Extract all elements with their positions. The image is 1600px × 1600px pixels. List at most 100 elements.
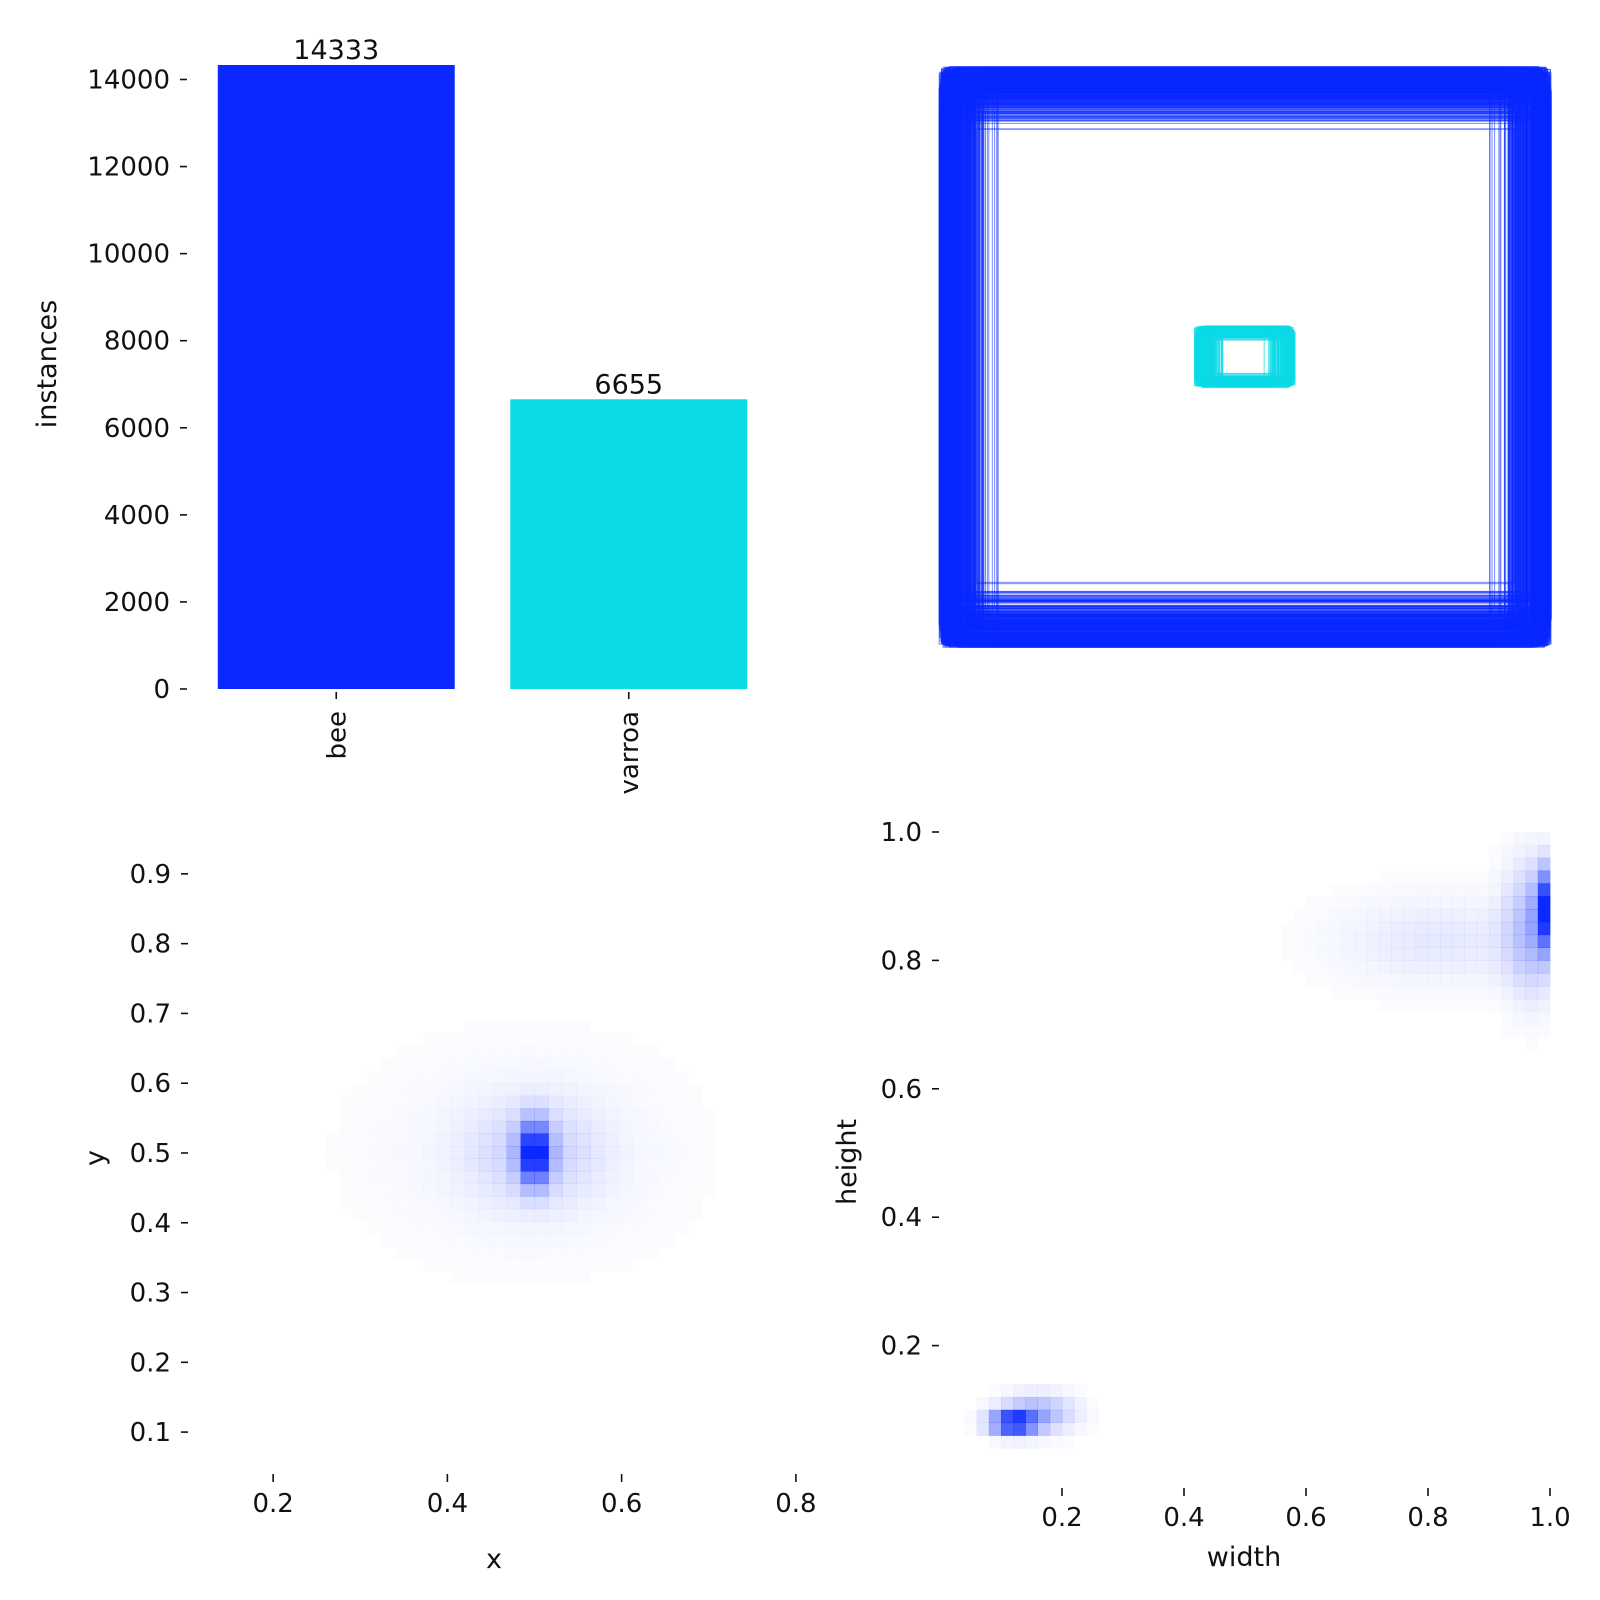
bar-y-ticks: 0 2000 4000 6000 8000 10000 12000 14000 xyxy=(87,65,187,705)
heatmap-cell xyxy=(506,1183,521,1197)
heatmap-cell xyxy=(423,1083,437,1096)
heatmap-cell xyxy=(618,1083,632,1096)
heatmap-cell xyxy=(1537,921,1551,936)
bee-box xyxy=(973,76,1516,637)
varroa-boxes xyxy=(1193,325,1296,389)
heatmap-cell xyxy=(674,1171,688,1184)
bee-box xyxy=(957,90,1529,622)
bee-box xyxy=(979,92,1509,617)
heatmap-cell xyxy=(1440,999,1453,1012)
bee-box xyxy=(947,90,1544,622)
bee-box xyxy=(942,102,1548,614)
heatmap-cell xyxy=(1294,935,1307,948)
heatmap-cell xyxy=(521,1046,535,1059)
bee-box xyxy=(945,93,1544,623)
heatmap-cell xyxy=(451,1083,465,1096)
heatmap-cell xyxy=(1452,947,1465,961)
bee-box xyxy=(996,80,1491,633)
bee-box xyxy=(970,96,1518,619)
heatmap-cell xyxy=(702,1171,716,1184)
bee-box xyxy=(956,69,1536,648)
bee-box xyxy=(955,72,1537,639)
heatmap-cell xyxy=(493,1046,507,1059)
heatmap-cell xyxy=(535,1234,549,1247)
bee-box xyxy=(961,73,1529,636)
varroa-box xyxy=(1196,328,1294,386)
heatmap-cell xyxy=(1415,934,1429,948)
bee-box xyxy=(946,77,1542,636)
heatmap-cell xyxy=(1513,986,1526,1000)
bee-box xyxy=(945,69,1549,646)
bee-box xyxy=(947,88,1544,629)
heatmap-cell xyxy=(464,1158,480,1172)
bee-box xyxy=(941,96,1548,621)
varroa-box xyxy=(1198,330,1290,386)
heatmap-cell xyxy=(548,1196,563,1210)
bee-box xyxy=(957,109,1532,608)
heatmap-cell xyxy=(1501,909,1514,923)
bee-box xyxy=(951,101,1536,609)
heatmap-cell xyxy=(465,1071,479,1084)
heatmap-cell xyxy=(1367,960,1380,974)
x-tick-label: 0.8 xyxy=(1407,1503,1448,1533)
heatmap-cell xyxy=(1452,896,1465,910)
heatmap-cell xyxy=(520,1183,535,1197)
bee-box xyxy=(966,69,1527,648)
bee-box xyxy=(945,71,1543,640)
bee-box xyxy=(941,80,1547,634)
y-tick-label: 1.0 xyxy=(881,818,922,848)
heatmap-cell xyxy=(1038,1435,1051,1448)
heatmap-cell xyxy=(964,1423,977,1436)
heatmap-cell xyxy=(576,1183,591,1197)
bee-box xyxy=(938,87,1548,626)
bee-box xyxy=(974,73,1519,639)
heatmap-cell xyxy=(479,1259,493,1272)
heatmap-cell xyxy=(535,1272,549,1285)
heatmap-cell xyxy=(562,1158,577,1172)
bee-box xyxy=(982,70,1511,643)
heatmap-cell xyxy=(1501,832,1514,845)
heatmap-cell xyxy=(674,1121,688,1134)
bee-box xyxy=(964,94,1528,621)
bar-y-axis-label: instances xyxy=(32,300,63,428)
bee-box xyxy=(943,91,1546,622)
heatmap-cell xyxy=(632,1083,646,1096)
heatmap-cell xyxy=(1355,883,1368,896)
bee-box xyxy=(946,103,1541,607)
bee-box xyxy=(939,74,1548,638)
bee-box xyxy=(960,77,1528,640)
heatmap-cell xyxy=(1464,947,1478,961)
heatmap-cell xyxy=(1330,948,1343,961)
heatmap-cell xyxy=(562,1095,577,1109)
bee-box xyxy=(945,81,1543,633)
bee-box xyxy=(943,74,1547,638)
heatmap-cell xyxy=(660,1133,674,1146)
heatmap-cell xyxy=(1525,947,1539,961)
heatmap-cell xyxy=(520,1171,535,1185)
bee-box xyxy=(941,88,1546,624)
heatmap-cell xyxy=(1501,934,1514,948)
bee-box xyxy=(965,97,1524,619)
bee-box xyxy=(945,98,1547,617)
heatmap-cell xyxy=(423,1046,437,1059)
heatmap-cell xyxy=(1379,960,1392,974)
bee-box xyxy=(996,72,1493,639)
heatmap-cell xyxy=(604,1095,619,1109)
bee-box xyxy=(944,84,1548,632)
heatmap-cell xyxy=(437,1033,451,1046)
heatmap-cell xyxy=(1513,921,1526,936)
x-tick-label: 0.4 xyxy=(1163,1503,1204,1533)
heatmap-cell xyxy=(464,1133,480,1147)
heatmap-cell xyxy=(1025,1396,1038,1411)
bee-box xyxy=(963,113,1530,600)
heatmap-cell xyxy=(562,1033,576,1046)
heatmap-cell xyxy=(409,1171,423,1184)
heatmap-cell xyxy=(423,1259,437,1272)
heatmap-cell xyxy=(367,1184,381,1197)
bee-box xyxy=(973,102,1514,607)
bee-box xyxy=(940,110,1548,602)
bee-box xyxy=(944,73,1548,644)
heatmap-cell xyxy=(1404,986,1417,999)
heatmap-cell xyxy=(590,1196,605,1210)
bee-box xyxy=(972,73,1522,637)
